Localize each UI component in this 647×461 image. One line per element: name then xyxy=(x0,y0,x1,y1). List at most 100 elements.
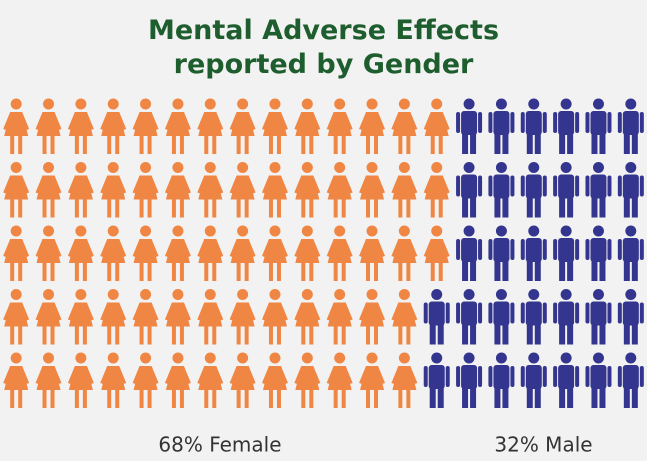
leg xyxy=(115,262,120,281)
leg xyxy=(82,389,87,408)
head xyxy=(301,352,313,364)
head xyxy=(10,225,22,237)
leg xyxy=(430,135,435,154)
arm xyxy=(553,366,558,387)
torso xyxy=(525,111,542,135)
leg xyxy=(398,325,403,345)
leg xyxy=(470,196,477,218)
head xyxy=(366,289,378,300)
torso xyxy=(622,301,639,326)
leg xyxy=(341,198,346,218)
leg xyxy=(18,135,23,154)
person-icon xyxy=(359,162,386,218)
leg xyxy=(236,262,241,281)
person-icon xyxy=(456,162,483,218)
arm xyxy=(542,175,547,197)
head xyxy=(107,352,119,364)
leg xyxy=(567,133,574,154)
leg xyxy=(341,135,346,154)
leg xyxy=(115,325,120,345)
person-icon xyxy=(423,162,450,218)
head xyxy=(237,98,249,110)
arm xyxy=(294,175,304,194)
arm xyxy=(278,302,288,321)
leg xyxy=(301,135,306,154)
leg xyxy=(204,325,209,345)
leg xyxy=(179,389,184,408)
person-icon xyxy=(229,225,256,281)
arm xyxy=(553,175,558,197)
head xyxy=(43,289,55,300)
head xyxy=(43,225,55,237)
head xyxy=(398,98,410,110)
arm xyxy=(359,112,369,130)
leg xyxy=(559,196,566,218)
arm xyxy=(585,302,590,324)
arm xyxy=(164,175,174,194)
torso xyxy=(590,301,607,326)
leg xyxy=(341,389,346,408)
torso xyxy=(622,238,639,262)
arm xyxy=(67,175,77,194)
person-icon xyxy=(456,98,483,154)
leg xyxy=(437,387,444,408)
person-icon xyxy=(35,98,62,154)
arm xyxy=(326,112,336,130)
leg xyxy=(398,262,403,281)
person-icon xyxy=(617,98,644,154)
arm xyxy=(607,366,612,387)
head xyxy=(269,162,281,173)
leg xyxy=(18,325,23,345)
leg xyxy=(502,196,509,218)
leg xyxy=(50,198,55,218)
person-icon xyxy=(229,289,256,345)
person-icon xyxy=(359,98,386,154)
person-icon xyxy=(67,98,94,154)
head xyxy=(204,162,216,173)
arm xyxy=(132,366,142,384)
person-icon xyxy=(164,225,191,281)
head xyxy=(172,352,184,364)
torso xyxy=(461,174,478,199)
leg xyxy=(429,387,436,408)
head xyxy=(528,98,540,110)
leg xyxy=(534,387,541,408)
torso xyxy=(590,111,607,135)
leg xyxy=(502,133,509,154)
arm xyxy=(617,302,622,324)
arm xyxy=(359,366,369,384)
arm xyxy=(229,366,239,384)
leg xyxy=(623,260,630,281)
person-icon xyxy=(3,98,30,154)
leg xyxy=(462,387,469,408)
arm xyxy=(84,112,94,130)
torso xyxy=(461,111,478,135)
arm xyxy=(440,175,450,194)
arm xyxy=(214,366,224,384)
leg xyxy=(204,389,209,408)
arm xyxy=(132,302,142,321)
torso xyxy=(558,301,575,326)
head xyxy=(592,352,604,364)
arm xyxy=(229,302,239,321)
arm xyxy=(35,302,45,321)
arm xyxy=(376,302,386,321)
leg xyxy=(398,198,403,218)
leg xyxy=(559,387,566,408)
arm xyxy=(261,366,271,384)
leg xyxy=(50,262,55,281)
leg xyxy=(171,262,176,281)
arm xyxy=(100,302,110,321)
leg xyxy=(268,325,273,345)
leg xyxy=(567,323,574,345)
person-icon xyxy=(294,225,321,281)
arm xyxy=(607,112,612,133)
leg xyxy=(398,135,403,154)
head xyxy=(172,225,184,237)
arm xyxy=(575,175,580,197)
leg xyxy=(406,198,411,218)
person-icon xyxy=(520,225,547,281)
arm xyxy=(423,112,433,130)
leg xyxy=(631,387,638,408)
